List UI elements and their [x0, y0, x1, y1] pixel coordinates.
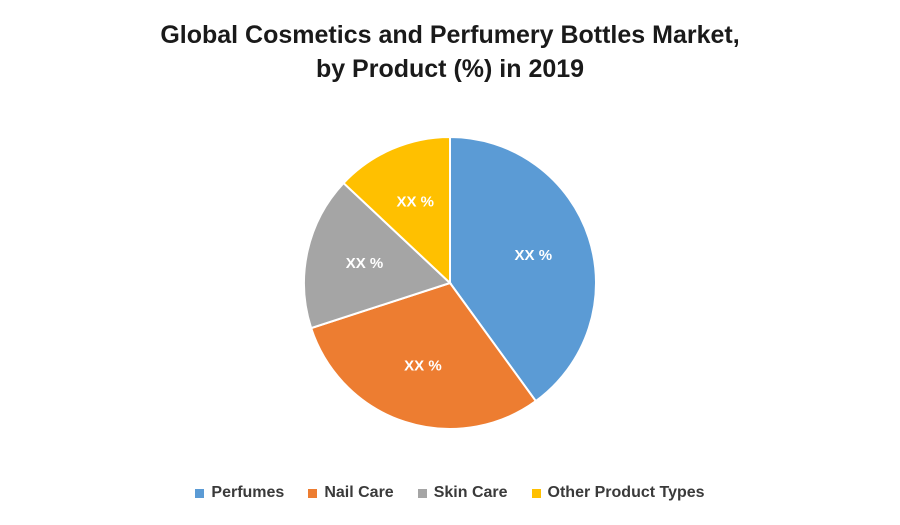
chart-title-line-2: by Product (%) in 2019: [315, 55, 585, 83]
pie-slice-perfumes: [449, 135, 597, 403]
pie-slice-skin-care: [303, 181, 452, 330]
pie-slice-nail-care: [309, 281, 538, 430]
legend-item-nail-care: Nail Care: [308, 484, 394, 502]
chart-title-line-1: Global Cosmetics and Perfumery Bottles M…: [160, 21, 740, 49]
legend-swatch-other-product-types: [531, 488, 541, 498]
legend-label-nail-care: Nail Care: [324, 484, 394, 501]
chart-title: Global Cosmetics and Perfumery Bottles M…: [0, 18, 900, 86]
legend-label-skin-care: Skin Care: [433, 484, 508, 501]
chart-legend: Perfumes Nail Care Skin Care Other Produ…: [0, 484, 900, 502]
legend-swatch-skin-care: [417, 488, 427, 498]
legend-item-other-product-types: Other Product Types: [531, 484, 705, 502]
data-label-nail-care: XX %: [404, 357, 442, 374]
legend-item-perfumes: Perfumes: [195, 484, 284, 502]
data-label-other-product-types: XX %: [396, 194, 434, 211]
pie-slice-other-product-types: [342, 135, 451, 286]
legend-item-skin-care: Skin Care: [417, 484, 508, 502]
data-label-skin-care: XX %: [346, 255, 384, 272]
legend-label-perfumes: Perfumes: [211, 484, 285, 501]
legend-label-other-product-types: Other Product Types: [547, 484, 705, 501]
legend-swatch-nail-care: [308, 488, 318, 498]
data-label-perfumes: XX %: [515, 247, 553, 264]
legend-swatch-perfumes: [195, 488, 205, 498]
